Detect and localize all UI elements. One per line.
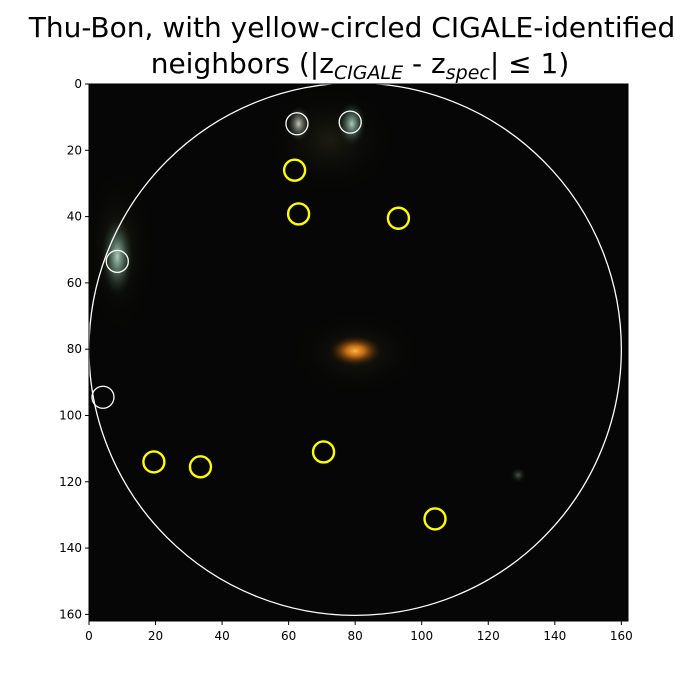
x-tick-label: 120 — [477, 629, 500, 643]
chart-title-line2: neighbors (|zCIGALE - zspec| ≤ 1) — [151, 47, 570, 84]
y-tick-label: 160 — [59, 607, 82, 621]
yellow-circle-marker — [142, 450, 166, 474]
x-tick-label: 0 — [85, 629, 93, 643]
x-tick-label: 20 — [148, 629, 163, 643]
y-tick-label: 80 — [67, 342, 82, 356]
y-tick-label: 100 — [59, 408, 82, 422]
sources-layer — [101, 101, 527, 484]
image-panel — [88, 82, 629, 622]
chart-title-line1: Thu-Bon, with yellow-circled CIGALE-iden… — [28, 11, 676, 44]
x-tick-label: 100 — [410, 629, 433, 643]
x-tick-label: 160 — [610, 629, 633, 643]
yellow-circle-marker — [282, 158, 307, 182]
y-tick-label: 40 — [67, 210, 82, 224]
white-circle-marker — [91, 385, 115, 409]
y-tick-label: 20 — [67, 143, 82, 157]
source-central-galaxy — [329, 335, 382, 366]
y-axis: 0 20 40 60 80 100 120 140 160 — [59, 77, 89, 621]
yellow-circle-marker — [386, 206, 411, 230]
source-left-galaxy — [101, 216, 134, 297]
y-tick-label: 0 — [74, 77, 82, 91]
source-top-galaxy-b — [286, 105, 311, 142]
y-tick-label: 60 — [67, 276, 82, 290]
white-circle-marker — [285, 112, 309, 136]
x-tick-label: 80 — [348, 629, 363, 643]
x-tick-label: 40 — [214, 629, 229, 643]
source-faint-source — [510, 467, 527, 484]
yellow-circle-marker — [286, 202, 311, 226]
x-axis: 0 20 40 60 80 100 120 140 160 — [85, 621, 633, 643]
white-circle-marker — [105, 249, 129, 273]
yellow-circle-marker — [423, 507, 447, 531]
yellow-circle-marker — [311, 440, 336, 464]
halo-top — [260, 84, 400, 200]
x-tick-label: 140 — [543, 629, 566, 643]
y-tick-label: 120 — [59, 475, 82, 489]
y-tick-label: 140 — [59, 541, 82, 555]
white-circle-marker — [338, 110, 362, 134]
yellow-circle-marker — [188, 455, 213, 479]
x-tick-label: 60 — [281, 629, 296, 643]
axes-frame — [88, 83, 629, 622]
